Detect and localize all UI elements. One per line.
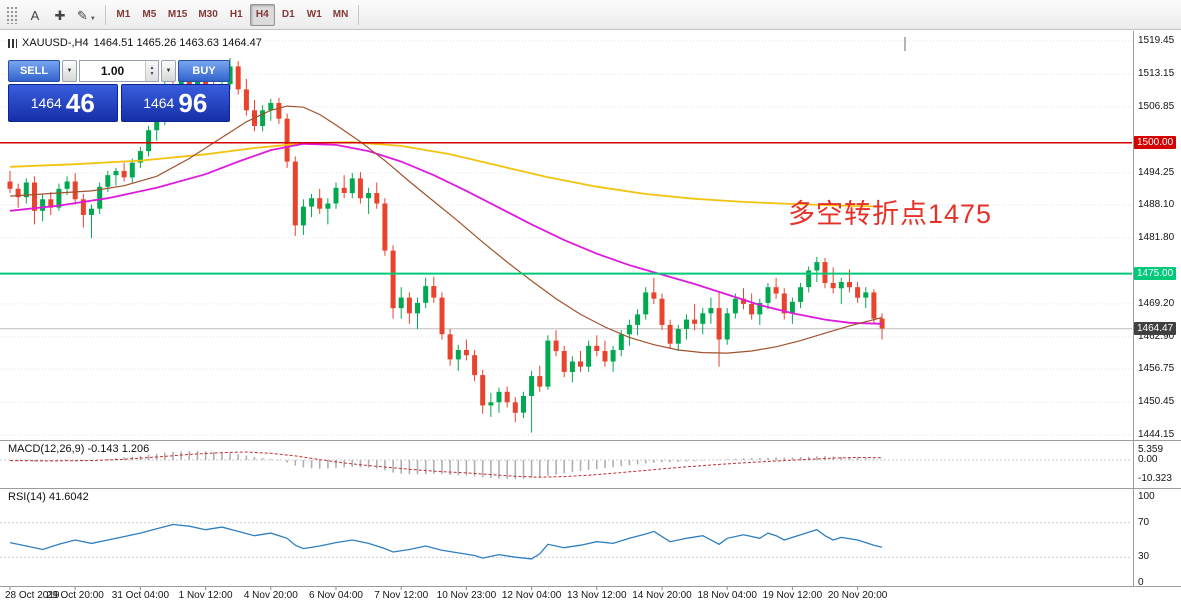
time-axis-label: 12 Nov 04:00 — [501, 590, 562, 601]
macd-indicator-label: MACD(12,26,9) -0.143 1.206 — [8, 443, 150, 455]
ma-mid-line — [9, 142, 883, 325]
chart-symbol-label: XAUUSD-,H4 — [22, 37, 89, 49]
buy-button[interactable]: BUY — [178, 60, 230, 82]
toolbar-separator — [104, 4, 106, 25]
time-axis-label: 13 Nov 12:00 — [567, 590, 627, 601]
cursor-icon: A — [30, 8, 40, 23]
timeframe-d1-button[interactable]: D1 — [276, 4, 301, 26]
timeframe-m1-button[interactable]: M1 — [111, 4, 136, 26]
toolbar: A ✚ ✎ ▼ M1 M5 M15 M30 H1 H4 D1 W1 MN — [0, 0, 1181, 30]
caret-down-icon: ▼ — [165, 68, 172, 74]
chart-ohlc-values: 1464.51 1465.26 1463.63 1464.47 — [93, 37, 262, 49]
crosshair-tool-button[interactable]: ✚ — [48, 3, 72, 26]
one-click-trade-panel: SELL ▼ 1.00 ▲ ▼ ▼ BUY 1464 46 1464 — [8, 60, 230, 122]
time-axis-label: 10 Nov 23:00 — [436, 590, 497, 601]
volume-value: 1.00 — [100, 64, 125, 78]
sell-price-main: 1464 — [30, 95, 62, 111]
ma-fast-line — [9, 105, 883, 354]
time-axis: 28 Oct 2019 29 Oct 20:00 31 Oct 04:00 1 Nov… — [0, 590, 1181, 608]
tool-buttons-group: A ✚ ✎ ▼ — [23, 3, 100, 26]
volume-spinner[interactable]: ▲ ▼ — [145, 61, 158, 81]
timeframe-h4-button[interactable]: H4 — [249, 3, 275, 26]
candlestick-series — [7, 58, 885, 433]
buy-price-main: 1464 — [143, 95, 175, 111]
time-axis-label: 31 Oct 04:00 — [111, 590, 170, 601]
time-axis-label: 18 Nov 04:00 — [697, 590, 757, 601]
spinner-up-icon[interactable]: ▲ — [149, 65, 155, 71]
sell-price-pips: 46 — [65, 88, 95, 118]
time-axis-label: 28 Oct 2019 — [5, 590, 60, 601]
toolbar-separator — [358, 4, 360, 25]
rsi-indicator-label: RSI(14) 41.6042 — [8, 491, 89, 503]
crosshair-icon: ✚ — [54, 8, 66, 23]
sell-options-dropdown[interactable]: ▼ — [62, 60, 77, 82]
sell-button[interactable]: SELL — [8, 60, 60, 82]
cursor-tool-button[interactable]: A — [23, 3, 47, 26]
draw-tools-button[interactable]: ✎ ▼ — [73, 3, 100, 26]
macd-signal-line — [9, 451, 883, 478]
buy-price-pips: 96 — [178, 88, 208, 118]
chart-title: XAUUSD-,H4 1464.51 1465.26 1463.63 1464.… — [8, 37, 262, 49]
caret-down-icon: ▼ — [89, 16, 96, 22]
timeframe-h1-button[interactable]: H1 — [224, 4, 249, 26]
pencil-icon: ✎ — [77, 8, 88, 23]
time-axis-label: 6 Nov 04:00 — [309, 590, 363, 601]
spinner-down-icon[interactable]: ▼ — [149, 71, 155, 77]
timeframe-buttons-group: M1 M5 M15 M30 H1 H4 D1 W1 MN — [111, 3, 354, 26]
timeframe-m30-button[interactable]: M30 — [193, 4, 222, 26]
buy-price-display[interactable]: 1464 96 — [120, 84, 230, 122]
time-axis-label: 20 Nov 20:00 — [827, 590, 888, 601]
time-axis-label: 14 Nov 20:00 — [632, 590, 692, 601]
buy-options-dropdown[interactable]: ▼ — [161, 60, 176, 82]
volume-input[interactable]: 1.00 ▲ ▼ — [79, 60, 159, 82]
timeframe-mn-button[interactable]: MN — [328, 4, 354, 26]
chart-annotation-text: 多空转折点1475 — [788, 199, 993, 229]
timeframe-m15-button[interactable]: M15 — [163, 4, 192, 26]
sell-price-display[interactable]: 1464 46 — [8, 84, 118, 122]
rsi-line — [9, 523, 883, 560]
caret-down-icon: ▼ — [66, 68, 73, 74]
toolbar-grip-handle[interactable] — [6, 5, 19, 24]
macd-histogram — [9, 450, 883, 480]
time-axis-label: 1 Nov 12:00 — [178, 590, 233, 601]
timeframe-w1-button[interactable]: W1 — [302, 4, 327, 26]
time-axis-label: 29 Oct 20:00 — [46, 590, 104, 601]
time-axis-label: 7 Nov 12:00 — [374, 590, 429, 601]
chart-icon — [8, 38, 17, 48]
time-axis-label: 19 Nov 12:00 — [762, 590, 823, 601]
time-axis-ticks — [9, 587, 859, 590]
time-axis-label: 4 Nov 20:00 — [243, 590, 298, 601]
timeframe-m5-button[interactable]: M5 — [137, 4, 162, 26]
